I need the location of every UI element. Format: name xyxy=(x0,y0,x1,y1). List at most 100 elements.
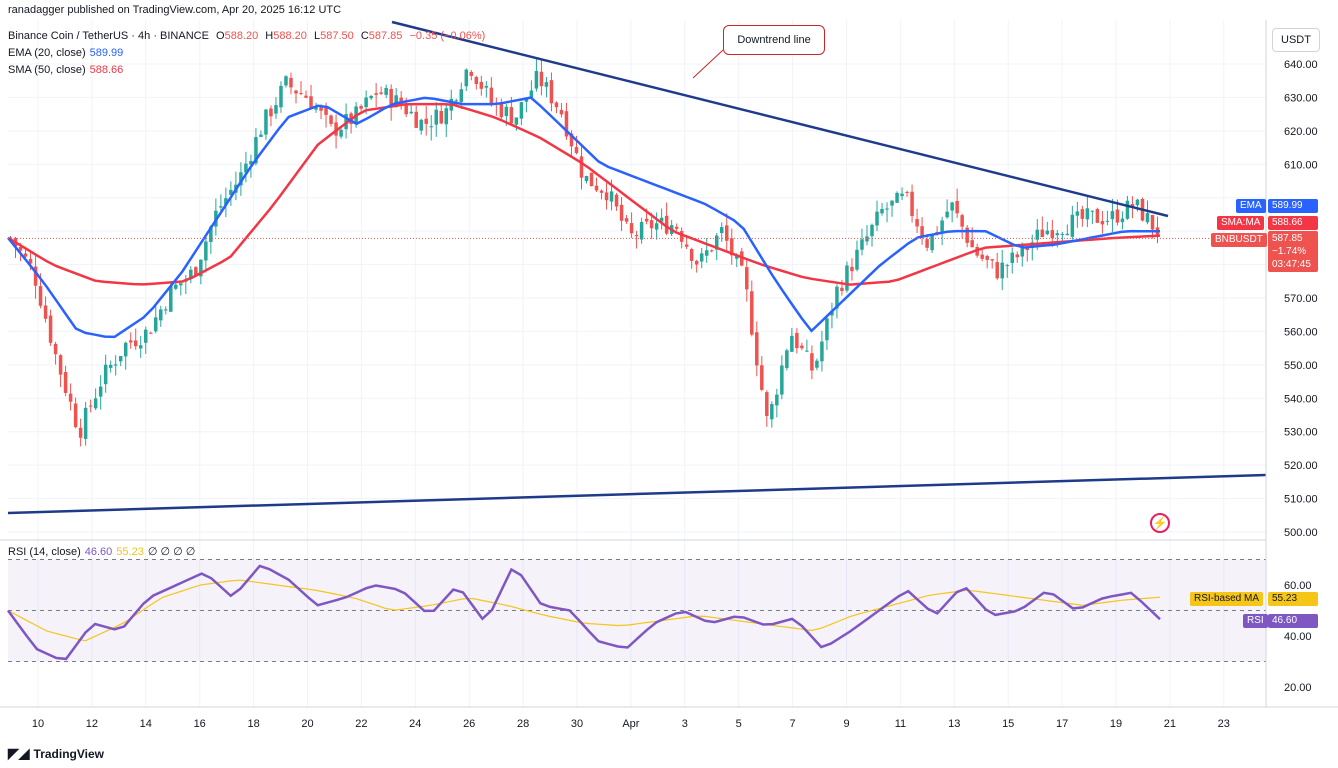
candle-body xyxy=(704,250,709,256)
candle-body xyxy=(224,198,228,205)
candle-body xyxy=(1100,221,1105,225)
sma-tag-label: SMA:MA xyxy=(1221,217,1261,228)
candle-body xyxy=(509,107,514,124)
sma-line xyxy=(7,102,1161,286)
high-value: 588.20 xyxy=(273,30,307,42)
open-value: 588.20 xyxy=(224,30,259,42)
candle-body xyxy=(359,106,363,109)
ema-legend[interactable]: EMA (20, close) 589.99 xyxy=(8,46,123,60)
candle-body xyxy=(765,392,769,416)
candle-body xyxy=(865,236,869,242)
candle-body xyxy=(639,221,644,240)
candle-body xyxy=(88,405,93,407)
candle-body xyxy=(43,305,48,319)
candle-body xyxy=(384,87,388,95)
ema-tag-val: 589.99 xyxy=(1272,200,1303,211)
ema-tag: EMA xyxy=(1236,199,1266,213)
symbol-line: Binance Coin / TetherUS · 4h · BINANCE O… xyxy=(8,29,485,43)
rsi-legend[interactable]: RSI (14, close) 46.60 55.23 ∅ ∅ ∅ ∅ xyxy=(8,545,195,559)
candle-body xyxy=(554,102,559,108)
candle-body xyxy=(103,364,108,385)
date-tick-label: 10 xyxy=(32,718,44,730)
date-tick-label: 15 xyxy=(1002,718,1014,730)
candle-body xyxy=(319,107,323,111)
candle-body xyxy=(23,253,28,257)
candle-body xyxy=(419,119,423,131)
tradingview-logo-icon: ◤◢ xyxy=(8,745,30,761)
candle-body xyxy=(840,287,844,292)
candle-body xyxy=(1035,229,1040,240)
candle-body xyxy=(164,309,168,311)
price-tick-label: 570.00 xyxy=(1284,293,1318,305)
candle-body xyxy=(429,126,433,128)
candle-body xyxy=(609,191,614,202)
candle-body xyxy=(524,99,529,102)
candle-body xyxy=(454,100,459,102)
candle-body xyxy=(93,398,98,409)
candle-body xyxy=(68,393,73,402)
candle-body xyxy=(159,309,163,321)
candle-body xyxy=(63,372,68,393)
candle-body xyxy=(930,235,934,251)
candle-body xyxy=(770,404,774,420)
candle-body xyxy=(209,226,213,242)
candle-body xyxy=(649,220,654,229)
sma-legend[interactable]: SMA (50, close) 588.66 xyxy=(8,63,123,77)
downtrend-line xyxy=(391,20,1169,218)
candle-body xyxy=(254,137,258,164)
candle-body xyxy=(800,345,804,349)
date-tick-label: 24 xyxy=(409,718,421,730)
candle-body xyxy=(559,109,564,115)
currency-button[interactable]: USDT xyxy=(1272,28,1320,52)
low-value: 587.50 xyxy=(320,30,354,42)
candle-body xyxy=(259,134,263,137)
candle-body xyxy=(284,76,288,86)
candle-body xyxy=(1070,214,1075,237)
date-tick-label: 19 xyxy=(1110,718,1122,730)
axes: 640.00630.00620.00610.00570.00560.00550.… xyxy=(0,20,1338,730)
candle-body xyxy=(1095,209,1100,223)
candle-body xyxy=(745,267,749,290)
alert-icon[interactable]: ⚡ xyxy=(1150,513,1170,533)
candle-body xyxy=(985,255,989,260)
candle-body xyxy=(514,117,519,125)
date-tick-label: 13 xyxy=(948,718,960,730)
candle-body xyxy=(304,95,308,98)
candle-body xyxy=(594,185,599,191)
candle-body xyxy=(564,111,569,137)
annotation-callout[interactable]: Downtrend line xyxy=(723,25,825,55)
candle-body xyxy=(344,114,348,130)
ema-label: EMA (20, close) xyxy=(8,47,86,59)
candle-body xyxy=(940,220,944,232)
candle-body xyxy=(264,109,268,135)
price-tick-label: 530.00 xyxy=(1284,427,1318,439)
candle-body xyxy=(404,105,408,115)
candle-body xyxy=(113,364,118,366)
rsi-tick-label: 60.00 xyxy=(1284,580,1312,592)
candle-body xyxy=(654,223,659,230)
rsi-ma-tag-val: 55.23 xyxy=(1272,593,1298,604)
candle-body xyxy=(569,133,574,147)
candle-body xyxy=(539,71,544,87)
open-label: O xyxy=(216,30,225,42)
candle-body xyxy=(1145,213,1150,223)
change-value: −0.35 (−0.06%) xyxy=(409,30,486,42)
candle-body xyxy=(855,249,859,270)
candle-body xyxy=(619,204,624,221)
candle-body xyxy=(239,172,243,186)
candle-body xyxy=(825,318,829,341)
support-line xyxy=(7,473,1267,515)
candle-body xyxy=(229,189,233,195)
candle-body xyxy=(289,77,293,88)
symbol-text[interactable]: Binance Coin / TetherUS · 4h · BINANCE xyxy=(8,30,209,42)
candle-body xyxy=(805,350,809,352)
rsi-band xyxy=(8,559,1266,662)
candle-body xyxy=(835,286,839,309)
candle-body xyxy=(369,96,373,99)
candle-body xyxy=(549,80,554,104)
candle-body xyxy=(1050,230,1055,239)
date-tick-label: 12 xyxy=(86,718,98,730)
candle-body xyxy=(1120,218,1125,223)
candle-body xyxy=(489,87,494,104)
candle-body xyxy=(755,332,759,366)
